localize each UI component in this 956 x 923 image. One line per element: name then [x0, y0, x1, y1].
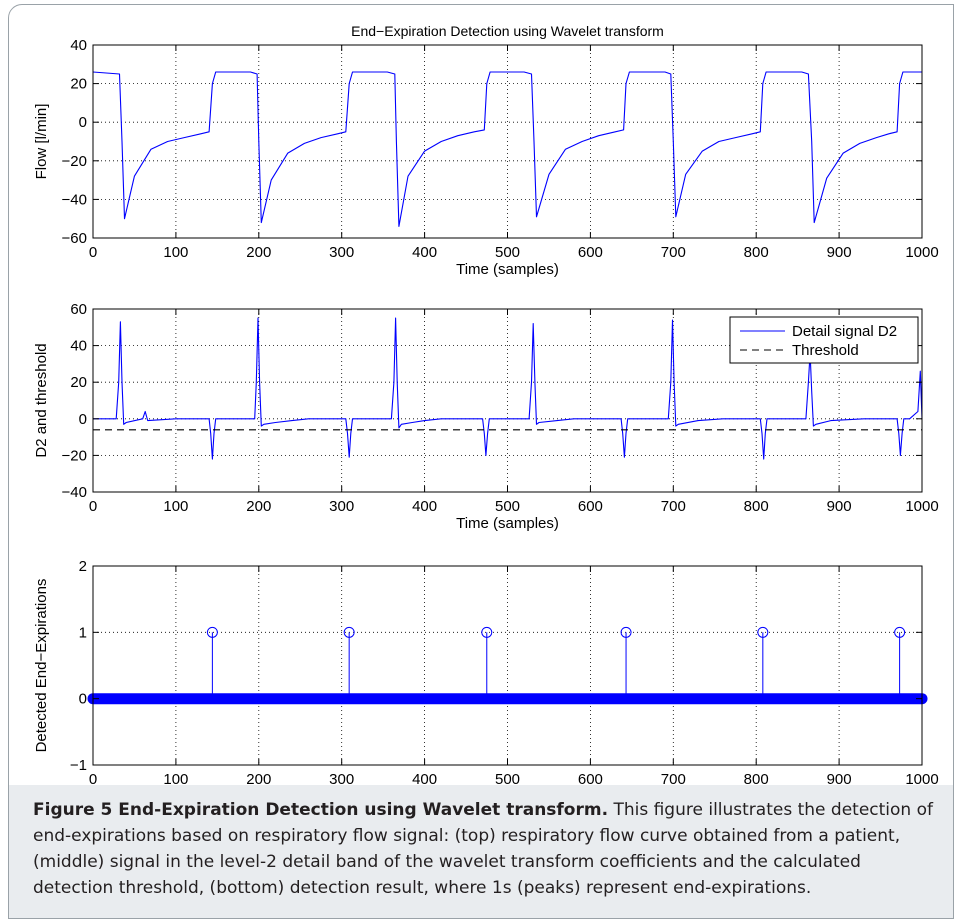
y-tick-label: 20 — [70, 374, 87, 391]
x-tick-label: 0 — [89, 244, 97, 261]
caption-text: This figure illustrates the detection of… — [33, 800, 933, 898]
x-tick-label: 300 — [329, 498, 354, 515]
y-tick-label: 40 — [70, 338, 87, 355]
x-tick-label: 1000 — [905, 244, 938, 261]
x-tick-label: 400 — [412, 244, 437, 261]
y-axis-label: Flow [l/min] — [33, 104, 50, 180]
x-tick-label: 700 — [661, 771, 686, 785]
y-tick-label: 1 — [79, 624, 87, 641]
legend-box — [729, 316, 919, 364]
y-tick-label: 20 — [70, 76, 87, 93]
y-tick-label: −40 — [62, 191, 87, 208]
series-line-1 — [93, 317, 923, 460]
x-tick-label: 900 — [827, 771, 852, 785]
x-tick-label: 600 — [578, 771, 603, 785]
y-tick-label: −20 — [62, 447, 87, 464]
stem-marker — [206, 626, 218, 638]
x-tick-label: 200 — [246, 498, 271, 515]
figure-charts: 0 100 200 300 400 500 600 700 800 900 1000−60−40−2… — [33, 23, 939, 785]
legend-label: Detail signal D2 — [792, 323, 897, 340]
y-tick-label: −60 — [62, 230, 87, 247]
x-tick-label: 500 — [495, 244, 520, 261]
y-tick-label: 60 — [70, 301, 87, 318]
y-tick-label: 2 — [79, 558, 87, 575]
figure-caption: Figure 5 End-Expiration Detection using … — [9, 785, 953, 918]
plot-area — [93, 566, 922, 765]
x-axis-label: Time (samples) — [456, 515, 559, 532]
x-tick-label: 500 — [495, 771, 520, 785]
x-tick-label: 600 — [578, 244, 603, 261]
y-tick-label: −1 — [70, 757, 87, 774]
y-axis-label: D2 and threshold — [33, 343, 50, 457]
x-tick-label: 800 — [744, 244, 769, 261]
stem-marker — [343, 626, 355, 638]
x-tick-label: 100 — [163, 244, 188, 261]
x-tick-label: 400 — [412, 771, 437, 785]
y-tick-label: −20 — [62, 153, 87, 170]
x-tick-label: 600 — [578, 498, 603, 515]
caption-label: Figure 5 End-Expiration Detection using … — [33, 800, 609, 820]
series-line-1 — [92, 71, 922, 227]
x-tick-label: 900 — [827, 498, 852, 515]
x-tick-label: 0 — [89, 498, 97, 515]
x-tick-label: 400 — [412, 498, 437, 515]
x-tick-label: 700 — [661, 244, 686, 261]
y-tick-label: 0 — [79, 411, 87, 428]
x-tick-label: 1000 — [905, 498, 938, 515]
x-tick-label: 800 — [744, 498, 769, 515]
x-tick-label: 200 — [246, 244, 271, 261]
y-tick-label: 0 — [79, 114, 87, 131]
x-axis-label: Time (samples) — [456, 261, 559, 278]
y-axis-label: Detected End−Expirations — [33, 579, 50, 753]
x-tick-label: 100 — [163, 498, 188, 515]
stem-marker — [620, 626, 632, 638]
x-tick-label: 1000 — [905, 771, 938, 785]
x-tick-label: 100 — [163, 771, 188, 785]
y-tick-label: −40 — [62, 484, 87, 501]
x-tick-label: 800 — [744, 771, 769, 785]
x-tick-label: 300 — [329, 771, 354, 785]
x-tick-label: 700 — [661, 498, 686, 515]
stem-marker — [894, 626, 906, 638]
y-tick-label: 40 — [70, 37, 87, 54]
x-tick-label: 300 — [329, 244, 354, 261]
y-tick-label: 0 — [79, 691, 87, 708]
x-tick-label: 0 — [89, 771, 97, 785]
legend-label: Threshold — [792, 342, 859, 359]
stem-marker — [481, 626, 493, 638]
x-tick-label: 200 — [246, 771, 271, 785]
x-tick-label: 500 — [495, 498, 520, 515]
chart-title: End−Expiration Detection using Wavelet t… — [351, 23, 664, 39]
stem-marker — [757, 626, 769, 638]
x-tick-label: 900 — [827, 244, 852, 261]
